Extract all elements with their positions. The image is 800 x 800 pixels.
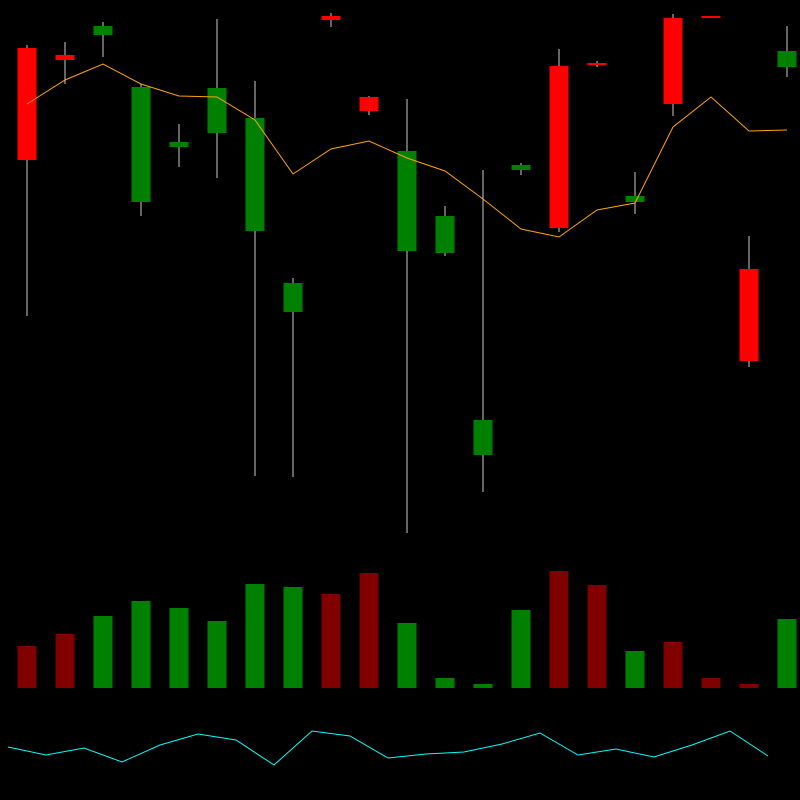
- candle-body: [587, 63, 607, 65]
- volume-bar: [625, 651, 645, 688]
- volume-bar: [397, 623, 417, 688]
- volume-bar: [549, 571, 569, 688]
- volume-bar: [245, 584, 265, 688]
- volume-bar: [321, 594, 341, 688]
- volume-bar: [131, 601, 151, 688]
- candle-body: [397, 151, 417, 251]
- indicator-line: [7, 730, 769, 766]
- candle-body: [777, 51, 797, 67]
- volume-bar: [587, 585, 607, 688]
- candle-body: [549, 66, 569, 228]
- volume-bar: [663, 642, 683, 688]
- volume-bar: [207, 621, 227, 688]
- volume-bar: [701, 678, 721, 688]
- candle-body: [245, 118, 265, 231]
- volume-bar: [739, 684, 759, 688]
- volume-bar: [169, 608, 189, 688]
- candle-body: [511, 165, 531, 170]
- candle-body: [359, 97, 379, 111]
- volume-bar: [359, 573, 379, 688]
- candle-body: [435, 216, 455, 253]
- candle-body: [321, 16, 341, 20]
- volume-bar: [283, 587, 303, 688]
- volume-bar: [435, 678, 455, 688]
- volume-bar: [473, 684, 493, 688]
- volume-bar: [55, 634, 75, 688]
- candle-body: [131, 87, 151, 202]
- volume-bar: [511, 610, 531, 688]
- candle-body: [739, 269, 759, 361]
- candle-body: [93, 26, 113, 35]
- candle-body: [283, 283, 303, 312]
- candle-body: [625, 196, 645, 202]
- candle-body: [169, 142, 189, 147]
- candle-body: [207, 88, 227, 133]
- candle-body: [55, 55, 75, 60]
- moving-average-line: [26, 63, 788, 238]
- candle-body: [701, 16, 721, 18]
- volume-bar: [777, 619, 797, 688]
- candle-body: [663, 18, 683, 104]
- volume-bar: [93, 616, 113, 688]
- candle-body: [473, 420, 493, 455]
- volume-bar: [17, 646, 37, 688]
